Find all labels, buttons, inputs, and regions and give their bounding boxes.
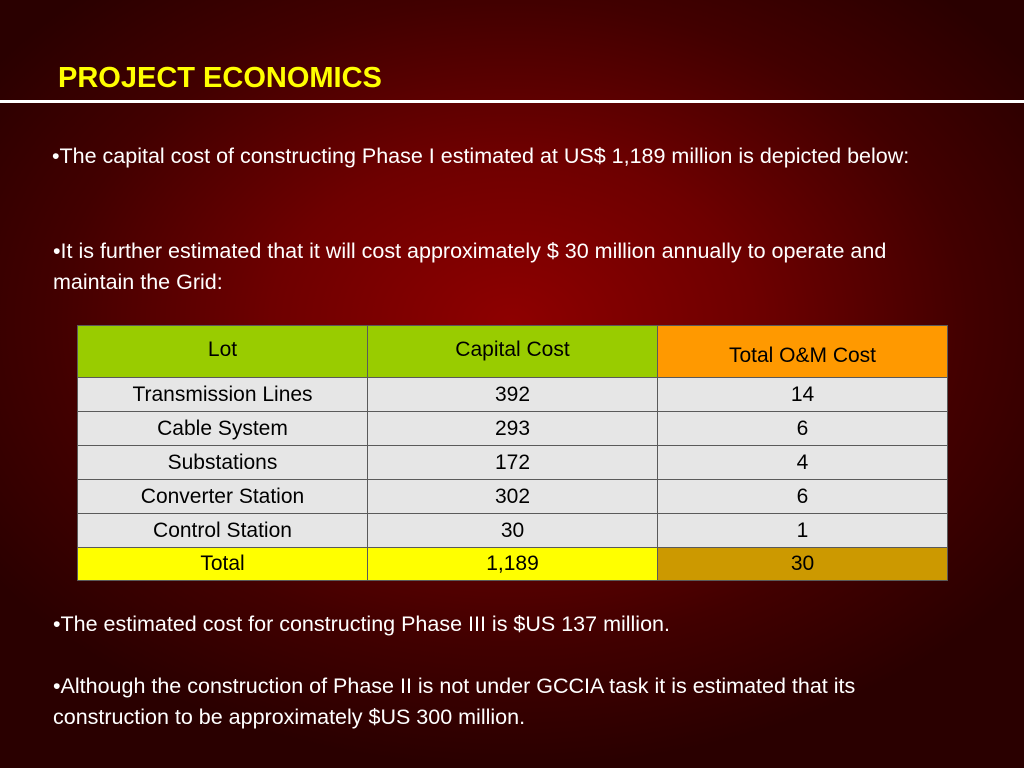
bullet-phase3-cost: •The estimated cost for constructing Pha…: [53, 612, 670, 636]
title-divider: [0, 100, 1024, 103]
cell-om-cost: 4: [657, 445, 948, 480]
cell-om-cost: 1: [657, 513, 948, 548]
cell-capital-cost: 302: [367, 479, 658, 514]
bullet-phase1-capital-cost: •The capital cost of constructing Phase …: [52, 144, 910, 168]
table-row: Cable System 293 6: [77, 411, 948, 446]
cell-om-cost: 6: [657, 479, 948, 514]
bullet-phase2-cost: •Although the construction of Phase II i…: [53, 674, 856, 729]
total-label: Total: [77, 547, 368, 581]
cost-table: Lot Capital Cost Total O&M Cost Transmis…: [77, 325, 948, 581]
header-om-cost: Total O&M Cost: [657, 325, 948, 378]
table-row: Converter Station 302 6: [77, 479, 948, 514]
table-row: Control Station 30 1: [77, 513, 948, 548]
cell-lot: Converter Station: [77, 479, 368, 514]
cell-capital-cost: 30: [367, 513, 658, 548]
cell-capital-cost: 392: [367, 377, 658, 412]
slide-title: PROJECT ECONOMICS: [58, 62, 382, 94]
table-row: Transmission Lines 392 14: [77, 377, 948, 412]
cell-capital-cost: 172: [367, 445, 658, 480]
cell-om-cost: 14: [657, 377, 948, 412]
bullet-om-cost: •It is further estimated that it will co…: [53, 239, 887, 294]
table-header-row: Lot Capital Cost Total O&M Cost: [77, 325, 948, 378]
total-capital-cost: 1,189: [367, 547, 658, 581]
cell-lot: Substations: [77, 445, 368, 480]
total-om-cost: 30: [657, 547, 948, 581]
cell-om-cost: 6: [657, 411, 948, 446]
table-total-row: Total 1,189 30: [77, 547, 948, 581]
cell-capital-cost: 293: [367, 411, 658, 446]
header-lot: Lot: [77, 325, 368, 378]
cell-lot: Control Station: [77, 513, 368, 548]
header-capital-cost: Capital Cost: [367, 325, 658, 378]
cell-lot: Cable System: [77, 411, 368, 446]
cell-lot: Transmission Lines: [77, 377, 368, 412]
table-row: Substations 172 4: [77, 445, 948, 480]
